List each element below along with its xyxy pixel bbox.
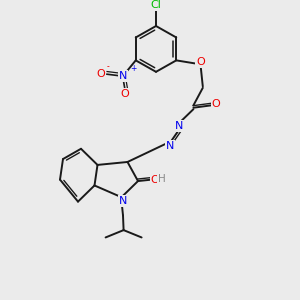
Text: H: H	[158, 174, 166, 184]
Text: -: -	[106, 62, 109, 71]
Text: N: N	[175, 121, 184, 131]
Text: O: O	[150, 175, 159, 184]
Text: N: N	[166, 141, 174, 151]
Text: N: N	[119, 196, 128, 206]
Text: O: O	[120, 89, 129, 99]
Text: N: N	[119, 70, 128, 81]
Text: O: O	[196, 57, 205, 67]
Text: O: O	[96, 69, 105, 79]
Text: O: O	[212, 99, 220, 109]
Text: +: +	[130, 64, 136, 73]
Text: Cl: Cl	[151, 0, 161, 10]
